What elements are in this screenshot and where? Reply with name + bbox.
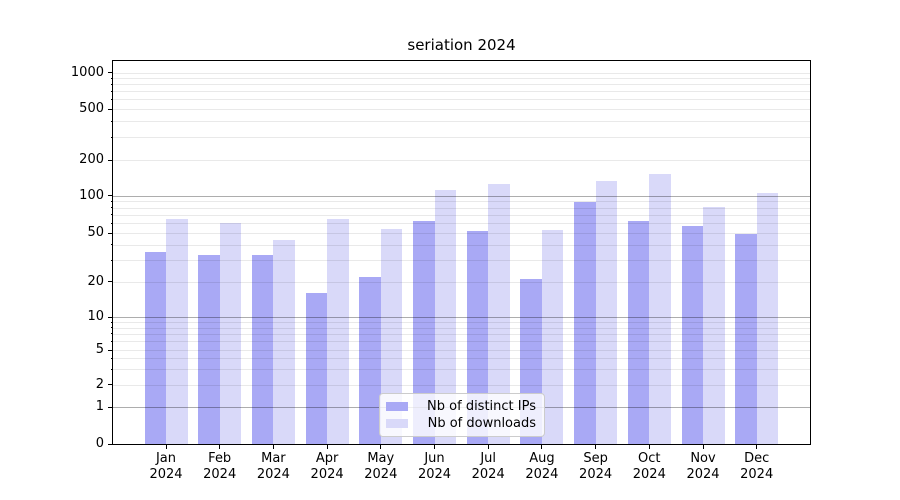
gridline-minor (113, 322, 810, 324)
legend-item-distinct-ips: Nb of distinct IPs (386, 398, 536, 415)
gridline-minor (113, 260, 810, 262)
bar-downloads (703, 207, 725, 444)
gridline-minor (113, 78, 810, 80)
y-tick-label: 1 (95, 399, 104, 415)
bar-downloads (327, 218, 349, 444)
bar-distinct-ips (413, 221, 435, 444)
bar-downloads (649, 174, 671, 444)
x-tick-label: Mar 2024 (256, 451, 290, 482)
gridline-minor (113, 384, 810, 386)
gridline-minor (113, 137, 810, 139)
bar-distinct-ips (144, 251, 166, 444)
legend: Nb of distinct IPs Nb of downloads (379, 393, 545, 437)
x-tick-label: Jan 2024 (149, 451, 183, 482)
gridline-minor (113, 99, 810, 101)
gridline-minor (113, 72, 810, 74)
y-tick-label: 2 (95, 376, 104, 392)
gridline-minor (113, 214, 810, 216)
gridline-minor (113, 91, 810, 93)
x-tick-mark (380, 445, 382, 449)
x-tick-mark (272, 445, 274, 449)
bar-distinct-ips (466, 230, 489, 444)
gridline-minor (113, 327, 810, 329)
x-tick-label: May 2024 (364, 451, 398, 482)
x-tick-mark (756, 445, 758, 449)
bar-distinct-ips (574, 201, 596, 444)
x-tick-mark (326, 445, 328, 449)
bar-downloads (434, 189, 456, 444)
x-tick-mark (219, 445, 221, 449)
gridline-minor (113, 369, 810, 371)
bar-downloads (756, 193, 779, 444)
gridline-minor (113, 350, 810, 351)
bar-distinct-ips (251, 255, 274, 444)
y-tick-label: 10 (87, 309, 104, 324)
x-tick-mark (487, 445, 489, 449)
bar-distinct-ips (198, 255, 220, 444)
gridline-minor (113, 109, 810, 110)
legend-swatch-downloads (386, 419, 408, 428)
gridline-minor (113, 84, 810, 86)
gridline-minor (113, 341, 810, 343)
y-tick-label: 100 (79, 187, 104, 203)
bar-downloads (541, 229, 564, 444)
bar-downloads (380, 228, 403, 444)
bar-distinct-ips (359, 276, 381, 444)
bar-distinct-ips (305, 293, 328, 444)
legend-swatch-distinct-ips (386, 402, 408, 411)
gridline-minor (113, 160, 810, 161)
bar-distinct-ips (681, 225, 703, 444)
bar-distinct-ips (735, 234, 757, 444)
x-tick-mark (434, 445, 435, 449)
bar-downloads (273, 239, 295, 444)
x-tick-label: Jun 2024 (417, 451, 452, 482)
y-tick-label: 20 (87, 273, 104, 289)
bar-distinct-ips (627, 221, 650, 444)
x-tick-label: Dec 2024 (740, 451, 774, 482)
x-tick-label: Apr 2024 (310, 451, 344, 482)
x-tick-mark (165, 445, 167, 449)
legend-label-downloads: Nb of downloads (427, 416, 536, 431)
x-tick-label: Sep 2024 (579, 451, 613, 482)
x-tick-mark (541, 445, 543, 449)
legend-label-distinct-ips: Nb of distinct IPs (427, 399, 536, 414)
gridline-minor (113, 201, 810, 203)
y-tick-label: 1000 (70, 64, 104, 80)
bar-downloads (595, 180, 618, 444)
gridline-major (113, 195, 810, 197)
bar-downloads (166, 218, 188, 444)
y-tick-label: 200 (79, 152, 104, 167)
plot-area (112, 60, 811, 445)
x-tick-label: Feb 2024 (203, 451, 237, 482)
gridline-major (113, 317, 810, 318)
y-tick-label: 500 (79, 101, 104, 116)
gridline-minor (113, 333, 810, 335)
gridline-minor (113, 207, 810, 209)
gridline-minor (113, 233, 810, 234)
x-tick-mark (648, 445, 650, 449)
x-tick-mark (702, 445, 704, 449)
y-tick-label: 5 (95, 342, 104, 357)
x-tick-label: Oct 2024 (632, 451, 666, 482)
gridline-minor (113, 244, 810, 246)
x-tick-label: Nov 2024 (686, 451, 720, 482)
x-tick-label: Aug 2024 (525, 451, 559, 482)
legend-item-downloads: Nb of downloads (386, 415, 536, 432)
gridline-minor (113, 223, 810, 225)
x-tick-label: Jul 2024 (471, 451, 505, 482)
gridline-minor (113, 281, 810, 283)
bar-downloads (488, 184, 510, 444)
x-tick-mark (595, 445, 597, 449)
y-tick-label: 0 (95, 436, 104, 451)
grid-layer (113, 61, 810, 444)
gridline-minor (113, 358, 810, 360)
gridline-minor (113, 121, 810, 123)
y-tick-label: 50 (87, 225, 104, 240)
chart-title: seriation 2024 (407, 36, 516, 54)
bar-downloads (219, 223, 242, 444)
